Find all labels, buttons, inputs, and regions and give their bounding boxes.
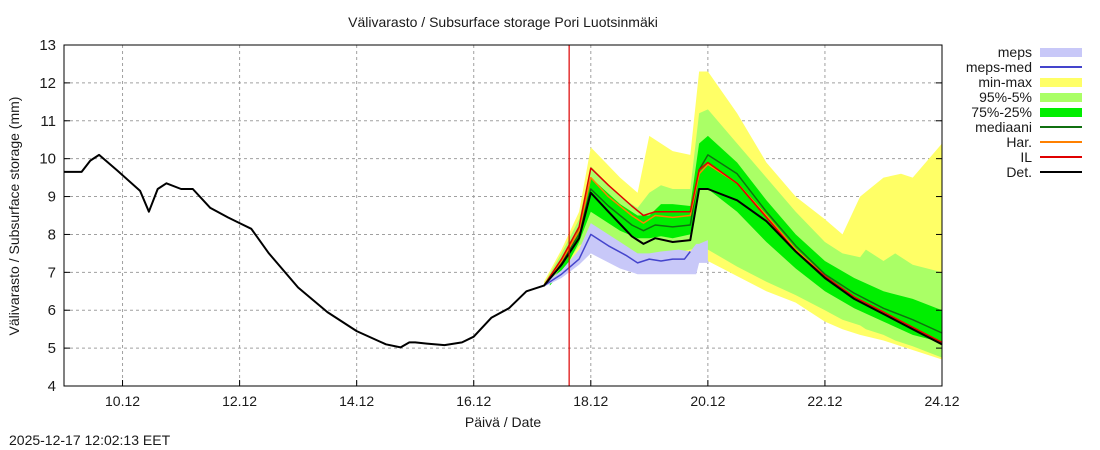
x-tick-label: 20.12 (690, 393, 725, 409)
y-tick-label: 5 (48, 340, 56, 357)
y-tick-label: 8 (48, 226, 56, 243)
x-axis-ticks: 10.12 12.12 14.12 16.12 18.12 20.12 22.12 24.12 (105, 380, 960, 409)
legend-item: Har. (1006, 134, 1082, 150)
legend-item: 95%-5% (979, 89, 1082, 105)
x-tick-label: 16.12 (456, 393, 491, 409)
y-tick-label: 11 (40, 113, 56, 130)
series-il (543, 161, 943, 344)
x-tick-label: 12.12 (222, 393, 257, 409)
legend-label: 95%-5% (979, 89, 1032, 105)
chart-title: Välivarasto / Subsurface storage Pori Lu… (348, 14, 658, 30)
timestamp: 2025-12-17 12:02:13 EET (9, 432, 171, 448)
x-axis-label: Päivä / Date (465, 414, 541, 430)
legend-item: mediaani (975, 119, 1082, 135)
legend-swatch (1040, 93, 1082, 102)
bands (544, 71, 942, 360)
legend-label: meps (998, 44, 1032, 60)
legend-label: meps-med (966, 59, 1032, 75)
x-tick-label: 18.12 (573, 393, 608, 409)
y-tick-label: 9 (48, 189, 56, 206)
series-det (64, 153, 943, 349)
y-tick-label: 7 (48, 264, 56, 281)
legend-item: meps-med (966, 59, 1082, 75)
legend-label: 75%-25% (971, 104, 1032, 120)
legend-label: IL (1020, 149, 1032, 165)
x-tick-label: 14.12 (339, 393, 374, 409)
y-tick-label: 13 (39, 37, 56, 54)
x-tick-label: 22.12 (807, 393, 842, 409)
x-tick-label: 24.12 (924, 393, 959, 409)
legend-item: min-max (978, 74, 1082, 90)
legend: mepsmeps-medmin-max95%-5%75%-25%mediaani… (966, 44, 1082, 180)
legend-label: Det. (1006, 164, 1032, 180)
y-tick-label: 6 (48, 302, 56, 319)
y-tick-label: 12 (39, 75, 56, 92)
y-axis-ticks: 4 5 6 7 8 9 10 11 12 13 (39, 37, 942, 395)
series-lines (64, 153, 943, 349)
plot-frame (63, 44, 943, 387)
y-tick-label: 4 (48, 378, 56, 395)
legend-label: mediaani (975, 119, 1032, 135)
series-meps-med (543, 233, 691, 287)
x-tick-label: 10.12 (105, 393, 140, 409)
legend-swatch (1040, 78, 1082, 87)
legend-label: min-max (978, 74, 1032, 90)
legend-item: IL (1020, 149, 1082, 165)
legend-item: Det. (1006, 164, 1082, 180)
legend-swatch (1040, 108, 1082, 117)
legend-item: 75%-25% (971, 104, 1082, 120)
y-axis-label: Välivarasto / Subsurface storage (mm) (6, 97, 22, 336)
y-tick-label: 10 (39, 151, 56, 168)
legend-label: Har. (1006, 134, 1032, 150)
legend-item: meps (998, 44, 1082, 60)
grid (64, 45, 942, 386)
legend-swatch (1040, 48, 1082, 57)
